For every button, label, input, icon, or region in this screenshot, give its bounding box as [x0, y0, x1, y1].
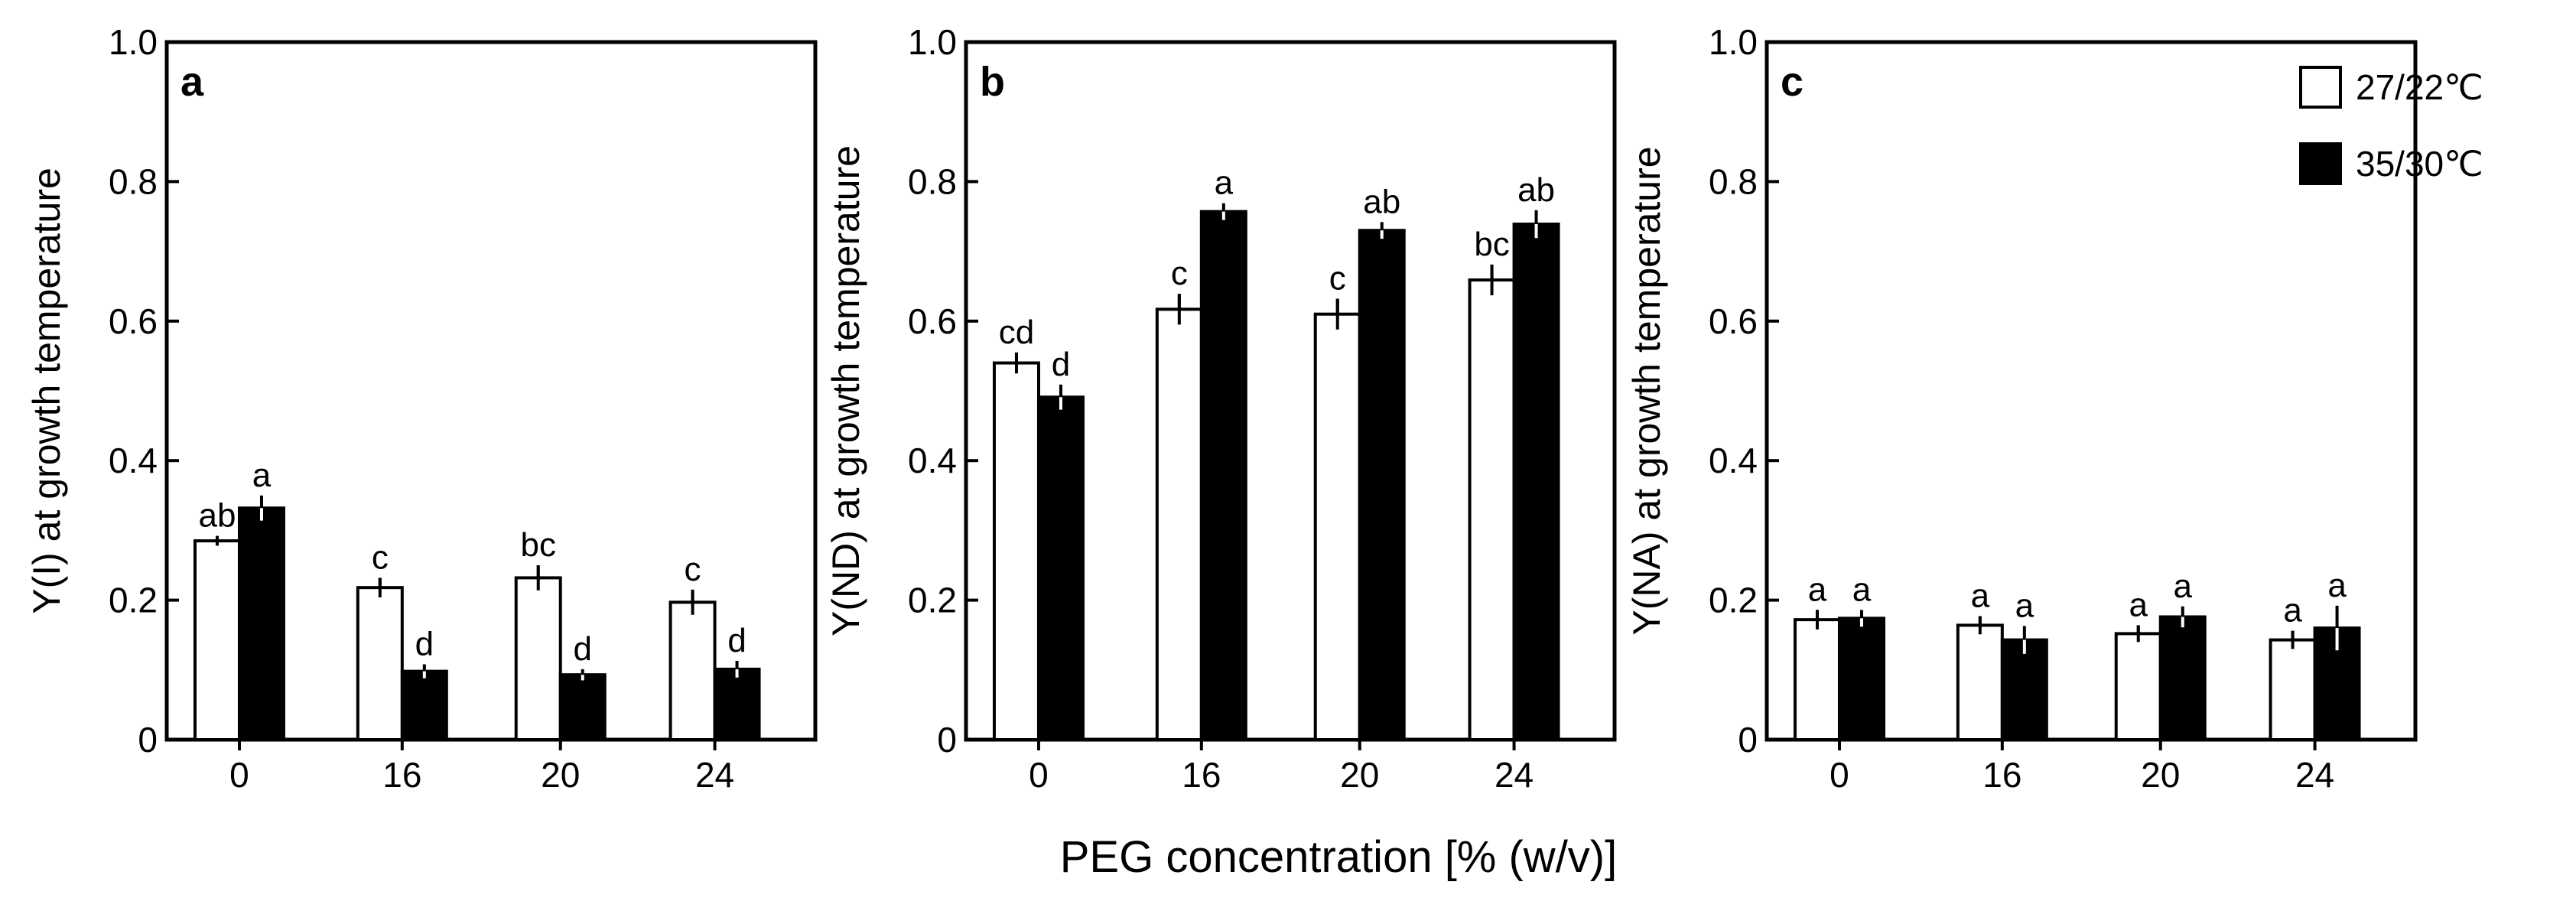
- bar-c-35-30-16: [2000, 638, 2048, 741]
- sig-letter-c-35-30-0: a: [1852, 571, 1872, 608]
- y-tick-label-a-4: 0.8: [109, 161, 158, 201]
- sig-letter-b-35-30-0: d: [1052, 346, 1070, 383]
- y-axis-title-c: Y(NA) at growth temperature: [1625, 146, 1668, 635]
- y-tick-label-b-2: 0.4: [908, 441, 957, 480]
- y-tick-label-c-0: 0: [1738, 720, 1758, 760]
- sig-letter-a-35-30-24: d: [727, 622, 746, 659]
- y-tick-label-a-1: 0.2: [109, 581, 158, 620]
- sig-letter-a-35-30-0: a: [252, 457, 272, 494]
- panel-letter-b: b: [980, 59, 1005, 105]
- panel-letter-a: a: [181, 59, 204, 105]
- y-tick-label-a-3: 0.6: [109, 301, 158, 341]
- x-tick-label-a-0: 0: [229, 755, 249, 795]
- x-tick-label-c-0: 0: [1830, 755, 1849, 795]
- x-tick-label-c-3: 24: [2295, 755, 2334, 795]
- bar-c-27-22-16: [1956, 623, 2004, 741]
- x-tick-label-b-2: 20: [1340, 755, 1379, 795]
- x-tick-label-a-1: 16: [382, 755, 421, 795]
- y-tick-label-c-5: 1.0: [1709, 22, 1758, 62]
- bar-c-27-22-24: [2269, 638, 2317, 741]
- bar-b-35-30-0: [1036, 395, 1085, 741]
- bar-b-35-30-16: [1199, 210, 1247, 741]
- x-tick-label-c-1: 16: [1982, 755, 2021, 795]
- bar-c-27-22-0: [1793, 618, 1841, 741]
- y-tick-label-b-3: 0.6: [908, 301, 957, 341]
- y-tick-label-b-1: 0.2: [908, 581, 957, 620]
- sig-letter-a-35-30-16: d: [415, 626, 434, 663]
- y-axis-title-b: Y(ND) at growth temperature: [825, 145, 867, 636]
- panel-a: 0 0.2 0.4 0.6 0.8 1.0 Y(I) at growth temperatu…: [25, 22, 818, 795]
- bar-b-35-30-24: [1512, 223, 1560, 742]
- panel-c: 0 0.2 0.4 0.6 0.8 1.0 Y(NA) at growth temperat…: [1625, 22, 2418, 795]
- y-tick-label-c-4: 0.8: [1709, 161, 1758, 201]
- sig-letter-c-27-22-24: a: [2283, 592, 2302, 630]
- x-tick-label-b-0: 0: [1029, 755, 1049, 795]
- panel-c-frame: [1764, 40, 2418, 742]
- bar-b-27-22-24: [1468, 278, 1516, 741]
- sig-letter-a-27-22-20: bc: [520, 526, 555, 564]
- sig-letter-c-35-30-20: a: [2173, 568, 2192, 605]
- legend-label-35-30: 35/30℃: [2356, 144, 2483, 184]
- x-tick-label-b-1: 16: [1182, 755, 1221, 795]
- y-tick-label-b-4: 0.8: [908, 161, 957, 201]
- y-tick-label-c-1: 0.2: [1709, 581, 1758, 620]
- panel-b: 0 0.2 0.4 0.6 0.8 1.0 Y(ND) at growth temperat…: [825, 22, 1617, 795]
- x-axis-title: PEG concentration [% (w/v)]: [1060, 832, 1617, 882]
- sig-letter-b-35-30-16: a: [1215, 164, 1234, 202]
- bar-a-35-30-0: [237, 506, 285, 741]
- legend: 27/22℃ 35/30℃: [2299, 66, 2483, 185]
- sig-letter-a-27-22-16: c: [372, 538, 389, 576]
- sig-letter-b-27-22-0: cd: [999, 314, 1034, 351]
- y-tick-label-a-2: 0.4: [109, 441, 158, 480]
- panel-b-frame: [964, 40, 1617, 742]
- sig-letter-b-27-22-16: c: [1171, 255, 1188, 292]
- y-tick-label-b-0: 0: [937, 720, 957, 760]
- panels: 0 0.2 0.4 0.6 0.8 1.0 Y(I) at growth temperatu…: [25, 22, 2418, 795]
- sig-letter-a-27-22-0: ab: [198, 497, 236, 535]
- sig-letter-c-35-30-16: a: [2015, 587, 2034, 624]
- bar-a-35-30-16: [400, 669, 448, 742]
- panel-letter-c: c: [1781, 59, 1804, 105]
- sig-letter-a-27-22-24: c: [685, 551, 701, 588]
- x-tick-label-a-2: 20: [541, 755, 580, 795]
- bar-a-27-22-24: [668, 600, 717, 741]
- bar-a-27-22-0: [193, 539, 241, 742]
- bar-a-27-22-20: [514, 576, 562, 742]
- sig-letter-c-35-30-24: a: [2327, 567, 2347, 604]
- sig-letter-c-27-22-20: a: [2129, 586, 2148, 623]
- bar-b-35-30-20: [1358, 229, 1406, 741]
- legend-label-27-22: 27/22℃: [2356, 67, 2483, 107]
- sig-letter-c-27-22-16: a: [1971, 578, 1990, 615]
- bar-a-35-30-20: [558, 673, 607, 742]
- bar-c-35-30-20: [2158, 615, 2207, 741]
- x-tick-label-a-3: 24: [695, 755, 734, 795]
- y-tick-label-a-0: 0: [138, 720, 158, 760]
- sig-letter-a-35-30-20: d: [573, 630, 591, 668]
- y-tick-label-b-5: 1.0: [908, 22, 957, 62]
- sig-letter-b-27-22-20: c: [1329, 260, 1346, 298]
- y-tick-label-a-5: 1.0: [109, 22, 158, 62]
- sig-letter-c-27-22-0: a: [1808, 571, 1827, 608]
- y-tick-label-c-2: 0.4: [1709, 441, 1758, 480]
- sig-letter-b-35-30-20: ab: [1363, 183, 1400, 220]
- bar-c-27-22-20: [2114, 632, 2162, 741]
- bar-b-27-22-20: [1313, 312, 1361, 741]
- bar-a-27-22-16: [356, 586, 404, 742]
- bar-b-27-22-0: [992, 361, 1040, 741]
- bar-b-27-22-16: [1155, 307, 1203, 741]
- sig-letter-b-27-22-24: bc: [1474, 226, 1509, 263]
- legend-swatch-27-22: [2299, 66, 2342, 109]
- y-axis-title-a: Y(I) at growth temperature: [25, 168, 68, 614]
- bar-c-35-30-0: [1837, 617, 1885, 742]
- sig-letter-b-35-30-24: ab: [1517, 171, 1555, 209]
- bar-a-35-30-24: [713, 667, 761, 741]
- y-tick-label-c-3: 0.6: [1709, 301, 1758, 341]
- x-tick-label-b-3: 24: [1495, 755, 1534, 795]
- x-tick-label-c-2: 20: [2141, 755, 2180, 795]
- legend-swatch-35-30: [2299, 142, 2342, 185]
- panel-a-frame: [164, 40, 818, 742]
